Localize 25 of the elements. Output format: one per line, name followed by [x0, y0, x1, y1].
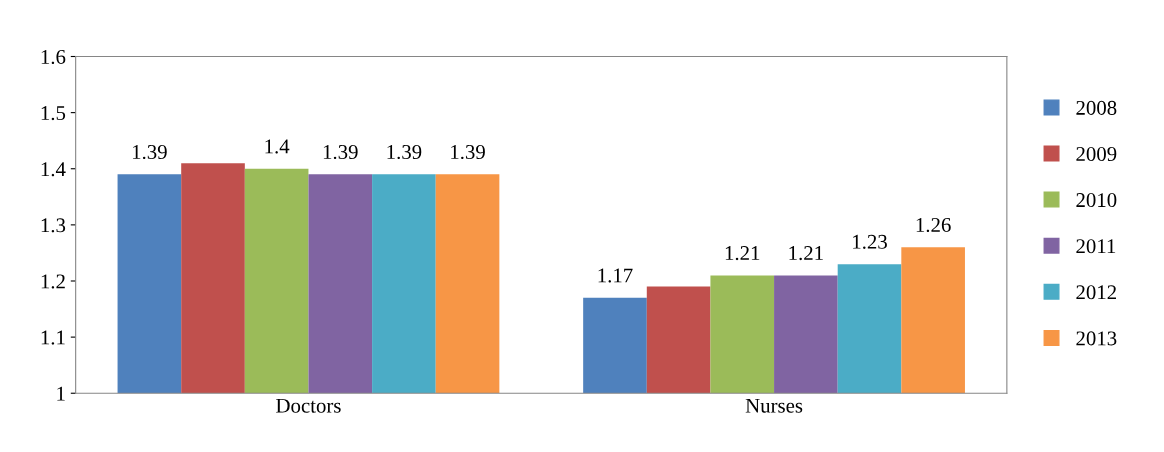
legend-label: 2008 [1076, 100, 1117, 115]
x-tick-label: Nurses [745, 398, 803, 413]
data-label: 1.23 [853, 234, 887, 249]
data-label: 1.39 [387, 145, 422, 160]
data-label: 1.26 [916, 217, 951, 233]
legend-label: 2012 [1076, 285, 1116, 300]
data-label: 1.4 [265, 139, 290, 154]
y-tick-label: 1.5 [41, 106, 66, 121]
legend-label: 2011 [1076, 239, 1116, 254]
y-tick-label: 1.6 [41, 49, 66, 65]
data-label: 1.39 [323, 145, 358, 160]
legend-label: 2013 [1076, 331, 1117, 346]
legend-label: 2009 [1076, 146, 1117, 161]
data-label: 1.39 [451, 145, 485, 160]
data-label: 1.17 [598, 268, 633, 283]
x-tick-label: Doctors [276, 398, 341, 413]
y-tick-label: 1.2 [41, 274, 65, 289]
legend-label: 2010 [1076, 193, 1117, 208]
y-tick-label: 1.1 [41, 330, 65, 345]
data-label: 1.21 [725, 246, 760, 261]
y-tick-label: 1.4 [41, 162, 66, 177]
data-label: 1.21 [789, 246, 823, 261]
y-tick-label: 1.3 [41, 218, 66, 233]
data-label: 1.39 [132, 145, 167, 160]
y-tick-label: 1 [57, 386, 65, 401]
